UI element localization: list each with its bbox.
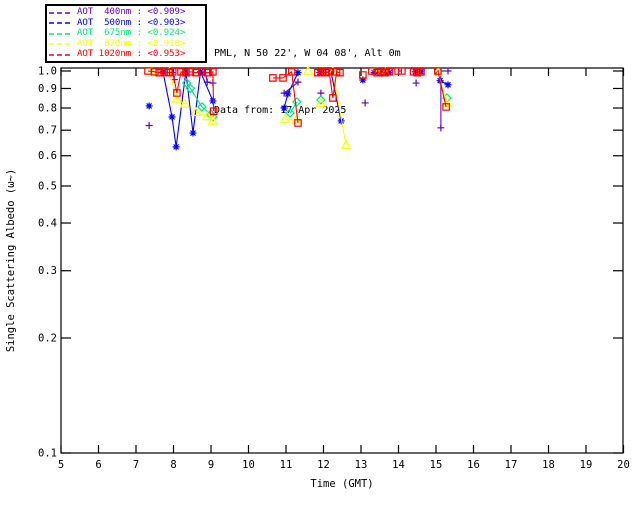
y-axis: 1.0 0.9 0.8 0.7 0.6 0.5 0.4 0.3 0.2 0.1 Single Sca… xyxy=(5,66,623,460)
y-tick-label: 0.4 xyxy=(38,218,57,230)
legend-label-675nm: AOT 675nm : <0.924> xyxy=(77,28,186,38)
dash-line-icon xyxy=(49,32,73,35)
station-location-text: PML, N 50 22', W 04 08', Alt 0m xyxy=(214,48,401,59)
x-tick-label: 14 xyxy=(392,459,405,471)
y-tick-label: 0.7 xyxy=(38,125,57,137)
x-tick-label: 16 xyxy=(467,459,480,471)
y-tick-label: 0.1 xyxy=(38,448,57,460)
x-tick-label: 10 xyxy=(242,459,255,471)
series-markers xyxy=(144,67,450,127)
x-tick-label: 7 xyxy=(133,459,139,471)
legend-item-675nm: AOT 675nm : <0.924> xyxy=(49,29,203,39)
dash-line-icon xyxy=(49,53,73,56)
y-tick-label: 0.5 xyxy=(38,180,57,192)
x-tick-label: 20 xyxy=(617,459,630,471)
y-tick-label: 0.3 xyxy=(38,265,57,277)
legend-item-870nm: AOT 870nm : <0.910> xyxy=(49,39,203,49)
x-tick-label: 6 xyxy=(95,459,101,471)
x-tick-label: 12 xyxy=(317,459,330,471)
data-series-aot-675nm xyxy=(181,67,452,122)
station-header: PML, N 50 22', W 04 08', Alt 0m Data fro… xyxy=(214,6,401,139)
x-tick-label: 11 xyxy=(280,459,293,471)
y-tick-label: 0.8 xyxy=(38,103,57,115)
x-tick-label: 13 xyxy=(355,459,368,471)
series-markers xyxy=(181,67,452,122)
axes xyxy=(60,67,624,454)
y-tick-label: 0.2 xyxy=(38,333,57,345)
legend-item-1020nm: AOT 1020nm : <0.953> xyxy=(49,50,203,60)
legend: AOT 400nm : <0.909> AOT 500nm : <0.903> … xyxy=(45,4,207,63)
series-line xyxy=(169,71,186,105)
dash-line-icon xyxy=(49,22,73,24)
data-series-aot-1020nm xyxy=(144,67,450,127)
x-tick-label: 18 xyxy=(542,459,555,471)
x-tick-label: 9 xyxy=(208,459,214,471)
x-tick-label: 17 xyxy=(505,459,518,471)
y-tick-label: 0.6 xyxy=(38,150,57,162)
y-tick-label: 0.9 xyxy=(38,83,57,95)
legend-item-500nm: AOT 500nm : <0.903> xyxy=(49,18,203,28)
y-axis-title: Single Scattering Albedo (ω~) xyxy=(5,169,17,352)
y-tick-label: 1.0 xyxy=(38,66,57,78)
legend-label-400nm: AOT 400nm : <0.909> xyxy=(77,7,186,17)
x-axis: 5 6 7 8 9 10 11 12 13 14 15 16 17 18 19 20 Time (GMT) xyxy=(58,68,630,490)
series-line xyxy=(186,82,214,118)
legend-label-870nm: AOT 870nm : <0.910> xyxy=(77,38,186,49)
legend-item-400nm: AOT 400nm : <0.909> xyxy=(49,8,203,18)
x-tick-label: 19 xyxy=(580,459,593,471)
dash-line-icon xyxy=(49,11,73,14)
legend-label-1020nm: AOT 1020nm : <0.953> xyxy=(77,49,186,59)
series-line xyxy=(437,70,447,108)
legend-label-500nm: AOT 500nm : <0.903> xyxy=(77,17,186,28)
x-tick-label: 5 xyxy=(58,459,64,471)
x-tick-label: 8 xyxy=(170,459,176,471)
x-tick-label: 15 xyxy=(430,459,443,471)
x-axis-title: Time (GMT) xyxy=(310,478,373,490)
dash-line-icon xyxy=(49,43,73,45)
series-line xyxy=(272,70,299,124)
plot-frame xyxy=(60,67,624,454)
